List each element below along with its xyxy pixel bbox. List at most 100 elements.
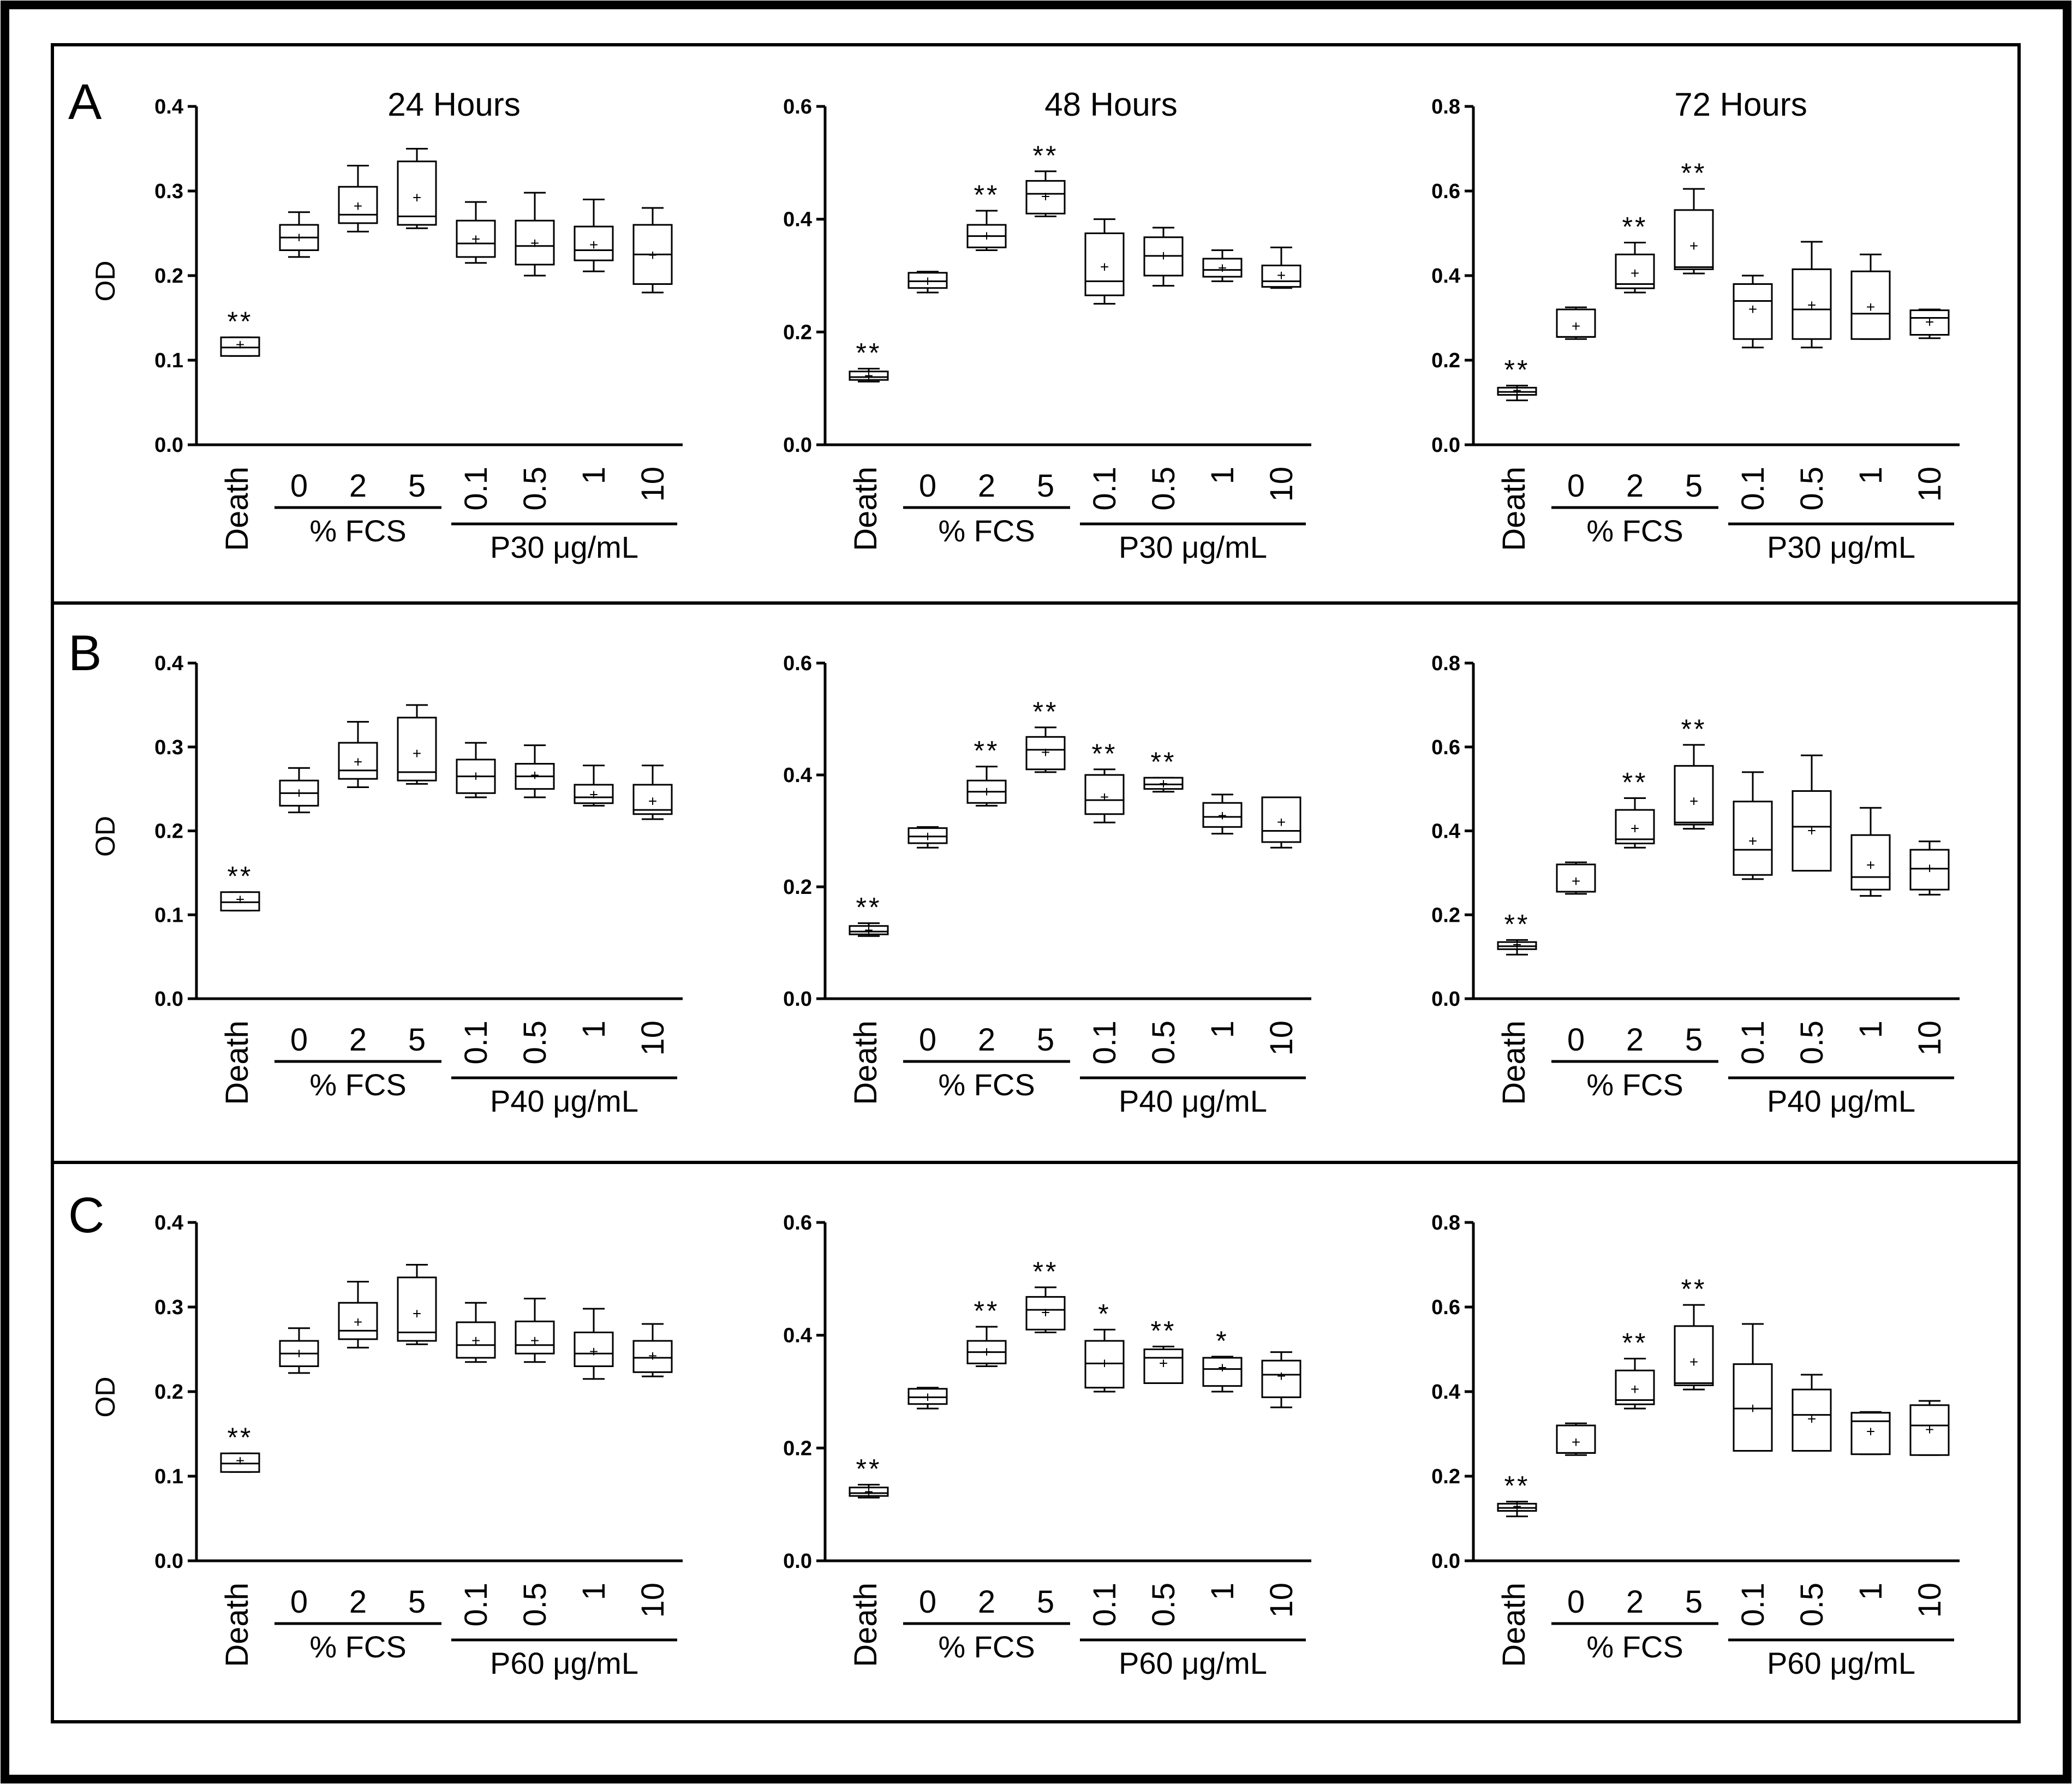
panel-letter-a: A [68, 74, 102, 130]
category-label-fcs: 5 [1685, 1022, 1703, 1058]
box-10: + [632, 765, 673, 820]
category-label-fcs: 2 [349, 468, 367, 504]
category-label-peptide: 0.5 [517, 1021, 553, 1065]
fcs-group-label: % FCS [938, 1067, 1035, 1102]
box-1: + [1202, 793, 1243, 835]
significance-marker: ** [1681, 714, 1707, 744]
category-label-peptide: 10 [635, 1021, 671, 1056]
fcs-group-label: % FCS [309, 1630, 406, 1664]
category-label-peptide: 0.1 [1735, 467, 1771, 511]
y-tick-label: 0.2 [783, 1437, 812, 1460]
box-Death: +** [849, 1454, 889, 1500]
peptide-group-label: P30 μg/mL [1119, 530, 1267, 564]
significance-marker: * [1216, 1326, 1228, 1356]
box-5: + [397, 1264, 437, 1345]
box-0.1: + [1733, 1323, 1773, 1452]
box-mean-marker: + [413, 1305, 421, 1322]
y-tick-label: 0.8 [1431, 96, 1460, 118]
box-body [220, 891, 260, 912]
box-0.1: +* [1084, 1298, 1125, 1393]
box-Death: +** [849, 892, 889, 939]
peptide-group-label: P30 μg/mL [1767, 530, 1915, 564]
y-tick-label: 0.3 [154, 1296, 183, 1319]
category-label-death: Death [219, 1583, 255, 1667]
plot-a-24h: 0.00.10.20.30.4OD+**++ ++ + ++Death 0 2 5 0.1 0.… [90, 96, 683, 564]
category-label-peptide: 0.1 [458, 1583, 494, 1627]
box-5: + [397, 704, 437, 785]
category-label-fcs: 0 [919, 468, 936, 504]
category-label-fcs: 5 [408, 1584, 426, 1620]
plot-b-48h: 0.00.20.40.6+**++** +**+**+**+ +Death 0 2 5 0.… [783, 652, 1311, 1118]
box-body [1025, 1296, 1066, 1330]
box-0.5: + ** [1143, 1315, 1184, 1384]
box-mean-marker: + [295, 229, 303, 246]
significance-marker: ** [856, 338, 882, 368]
box-0.1: + [456, 201, 496, 264]
box-body [907, 827, 948, 844]
box-body [1025, 180, 1066, 214]
box-body [1733, 283, 1773, 340]
significance-marker: ** [228, 1422, 253, 1453]
category-label-peptide: 10 [1912, 1583, 1948, 1618]
category-label-fcs: 0 [1567, 468, 1585, 504]
category-label-peptide: 0.5 [1146, 1583, 1181, 1627]
box-1: + [574, 765, 614, 807]
category-label-fcs: 0 [290, 468, 308, 504]
category-label-peptide: 1 [576, 467, 612, 484]
y-axis-label: OD [90, 1377, 121, 1418]
category-label-fcs: 5 [1685, 1584, 1703, 1620]
box-mean-marker: + [1159, 1355, 1168, 1371]
box-mean-marker: + [1925, 313, 1934, 330]
y-tick-label: 0.0 [154, 434, 183, 457]
significance-marker: ** [1681, 1274, 1707, 1304]
category-label-peptide: 0.1 [1087, 467, 1122, 511]
category-label-fcs: 5 [1685, 468, 1703, 504]
peptide-group-label: P60 μg/mL [490, 1646, 638, 1680]
significance-marker: ** [974, 1296, 1000, 1326]
category-label-peptide: 0.5 [1146, 467, 1181, 511]
box-0: + [1556, 1422, 1596, 1456]
box-0: + [1556, 306, 1596, 340]
category-label-fcs: 5 [1037, 1584, 1054, 1620]
category-label-peptide: 0.1 [1735, 1021, 1771, 1065]
box-mean-marker: + [864, 1483, 873, 1500]
box-body [574, 784, 614, 804]
y-tick-label: 0.2 [783, 321, 812, 344]
y-axis-label: OD [90, 816, 121, 857]
box-body [456, 219, 496, 258]
category-label-fcs: 5 [1037, 1022, 1054, 1058]
box-body [515, 1320, 555, 1355]
y-tick-label: 0.0 [154, 1550, 183, 1573]
box-mean-marker: + [982, 783, 991, 800]
category-label-fcs: 5 [1037, 468, 1054, 504]
box-body [338, 742, 378, 780]
category-label-peptide: 1 [1853, 467, 1889, 484]
fcs-group-label: % FCS [309, 1067, 406, 1102]
y-tick-label: 0.0 [154, 988, 183, 1011]
y-tick-label: 0.1 [154, 904, 183, 927]
fcs-group-label: % FCS [938, 514, 1035, 548]
category-label-peptide: 10 [635, 467, 671, 502]
y-tick-label: 0.6 [783, 652, 812, 675]
box-mean-marker: + [1807, 296, 1816, 313]
box-body [1084, 774, 1125, 815]
box-body [1850, 834, 1891, 891]
box-1: + [1850, 253, 1891, 340]
box-body [1261, 264, 1301, 288]
box-Death: +** [1497, 355, 1537, 402]
peptide-group-label: P60 μg/mL [1767, 1646, 1915, 1680]
y-tick-label: 0.4 [1431, 820, 1460, 843]
box-mean-marker: + [589, 236, 598, 253]
category-label-fcs: 0 [290, 1584, 308, 1620]
box-mean-marker: + [1866, 299, 1875, 315]
box-mean-marker: + [1218, 1359, 1227, 1376]
box-10: + [632, 1323, 673, 1377]
box-mean-marker: + [923, 1388, 932, 1405]
box-mean-marker: + [471, 230, 480, 247]
box-mean-marker: + [1277, 267, 1286, 284]
box-0: + [907, 271, 948, 294]
fcs-group-label: % FCS [1586, 1067, 1683, 1102]
box-body [1850, 270, 1891, 340]
plot-c-48h: 0.00.20.40.6+**++** +**+*+**+*+Death 0 2 5 0.… [783, 1212, 1311, 1680]
category-label-peptide: 10 [1912, 1021, 1948, 1056]
